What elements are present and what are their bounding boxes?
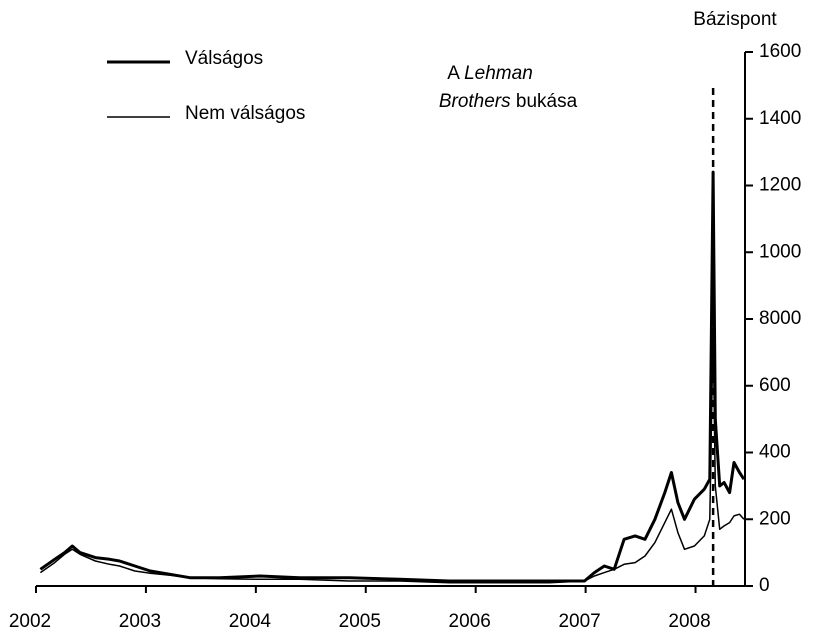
x-tick-label: 2002: [9, 611, 51, 632]
y-tick-label: 1400: [759, 108, 801, 129]
legend-label: Nem válságos: [185, 103, 305, 124]
y-tick-label: 400: [759, 442, 791, 463]
y-tick-label: 200: [759, 508, 791, 529]
x-tick-label: 2003: [119, 611, 161, 632]
y-tick-label: 1200: [759, 175, 801, 196]
legend-label: Válságos: [185, 48, 263, 69]
x-tick-label: 2006: [449, 611, 491, 632]
annotation-text: A: [447, 63, 460, 84]
annotation-text: bukása: [516, 91, 578, 112]
x-tick-label: 2004: [229, 611, 272, 632]
y-tick-label: 8000: [759, 308, 801, 329]
y-tick-label: 1600: [759, 41, 801, 62]
y-tick-label: 600: [759, 375, 791, 396]
annotation-text: Lehman: [464, 63, 533, 84]
x-tick-label: 2008: [668, 611, 710, 632]
series-line: [39, 170, 746, 583]
y-tick-label: 1000: [759, 241, 801, 262]
annotation: A Lehman: [447, 63, 533, 84]
x-tick-label: 2005: [339, 611, 381, 632]
x-tick-label: 2007: [558, 611, 600, 632]
y-axis-label: Bázispont: [693, 9, 777, 30]
series-line: [39, 328, 745, 584]
annotation-text: Brothers: [439, 91, 511, 112]
annotation: Brothers bukása: [439, 91, 578, 112]
y-tick-label: 0: [759, 575, 770, 596]
